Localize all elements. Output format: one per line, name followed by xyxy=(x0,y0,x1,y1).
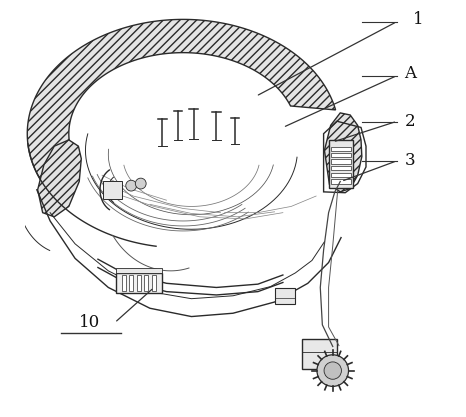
Bar xyxy=(151,275,156,291)
Bar xyxy=(331,147,350,151)
Bar xyxy=(329,140,353,188)
Bar xyxy=(116,268,162,272)
Bar xyxy=(129,275,133,291)
Polygon shape xyxy=(27,20,336,186)
Text: 10: 10 xyxy=(79,314,100,331)
Text: 3: 3 xyxy=(404,152,415,169)
Text: 1: 1 xyxy=(412,11,423,28)
Circle shape xyxy=(324,362,342,379)
Bar xyxy=(116,272,162,293)
Bar xyxy=(331,153,350,157)
Bar xyxy=(331,179,350,183)
Circle shape xyxy=(126,180,137,191)
Bar xyxy=(331,173,350,177)
Text: 2: 2 xyxy=(404,113,415,130)
Bar xyxy=(331,166,350,170)
Bar xyxy=(144,275,148,291)
Bar xyxy=(302,339,337,369)
Bar xyxy=(103,181,122,199)
Bar xyxy=(274,288,295,304)
Polygon shape xyxy=(38,140,81,217)
Circle shape xyxy=(135,178,146,189)
Bar xyxy=(137,275,141,291)
Bar xyxy=(122,275,126,291)
Bar xyxy=(331,159,350,163)
Circle shape xyxy=(317,355,349,387)
Text: A: A xyxy=(404,65,416,82)
Polygon shape xyxy=(324,113,362,192)
